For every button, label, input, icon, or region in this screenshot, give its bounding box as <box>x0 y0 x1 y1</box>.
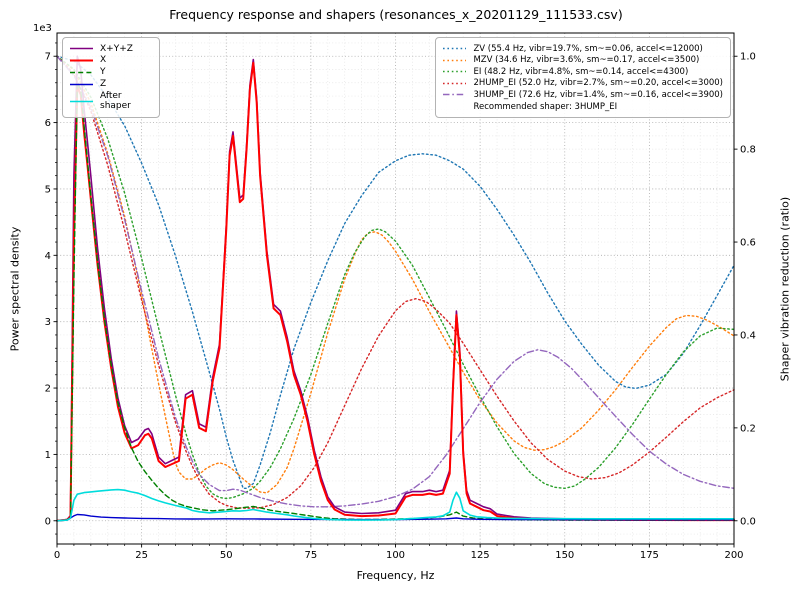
svg-text:2: 2 <box>45 384 51 395</box>
svg-text:0.6: 0.6 <box>740 238 756 249</box>
legend-psd: X+Y+Z X Y Z After shaper <box>62 37 160 119</box>
svg-text:0.0: 0.0 <box>740 516 756 527</box>
series-z <box>56 513 735 522</box>
svg-text:200: 200 <box>724 550 743 561</box>
svg-text:0.4: 0.4 <box>740 330 756 341</box>
series-3hump <box>56 55 735 508</box>
legend-item-label: MZV (34.6 Hz, vibr=3.6%, sm~=0.17, accel… <box>473 55 700 65</box>
y-left-offset-text: 1e3 <box>33 23 52 34</box>
legend-line-sample <box>70 100 93 103</box>
series-x <box>56 61 735 522</box>
series-ei <box>56 55 735 500</box>
legend-line-sample <box>70 47 93 50</box>
legend-item-label: X+Y+Z <box>100 43 133 54</box>
series-after <box>56 488 735 522</box>
legend-item: After shaper <box>69 91 152 112</box>
legend-line-sample <box>443 70 467 73</box>
svg-text:0: 0 <box>54 550 60 561</box>
y-axis-right-label: Shaper vibration reduction (ratio) <box>778 196 792 382</box>
series-y <box>56 82 735 522</box>
legend-item: Z <box>69 79 152 89</box>
svg-text:125: 125 <box>471 550 490 561</box>
legend-item-label: X <box>100 55 107 66</box>
svg-text:100: 100 <box>386 550 405 561</box>
legend-item-label: 2HUMP_EI (52.0 Hz, vibr=2.7%, sm~=0.20, … <box>473 78 723 88</box>
legend-line-sample <box>443 93 467 96</box>
legend-item: EI (48.2 Hz, vibr=4.8%, sm~=0.14, accel<… <box>442 67 723 77</box>
svg-text:0.8: 0.8 <box>740 145 756 156</box>
legend-line-sample <box>443 59 467 61</box>
svg-text:175: 175 <box>640 550 659 561</box>
series-zv <box>56 55 735 489</box>
svg-text:4: 4 <box>45 251 51 262</box>
legend-shapers: ZV (55.4 Hz, vibr=19.7%, sm~=0.06, accel… <box>435 37 731 118</box>
legend-item-label: Z <box>100 79 107 90</box>
series-2hump <box>56 55 735 509</box>
legend-recommendation: Recommended shaper: 3HUMP_EI <box>473 101 618 112</box>
legend-line-sample <box>70 71 93 74</box>
svg-text:75: 75 <box>305 550 318 561</box>
legend-item: 3HUMP_EI (72.6 Hz, vibr=1.4%, sm~=0.16, … <box>442 90 723 100</box>
svg-text:7: 7 <box>45 52 51 63</box>
x-axis-label: Frequency, Hz <box>356 569 435 582</box>
legend-item-label: After shaper <box>100 90 131 112</box>
legend-item-label: Y <box>100 67 106 78</box>
svg-text:50: 50 <box>220 550 233 561</box>
chart-title: Frequency response and shapers (resonanc… <box>169 7 623 22</box>
svg-text:1.0: 1.0 <box>740 52 756 63</box>
legend-item-label: EI (48.2 Hz, vibr=4.8%, sm~=0.14, accel<… <box>473 66 689 77</box>
legend-item-label: 3HUMP_EI (72.6 Hz, vibr=1.4%, sm~=0.16, … <box>473 89 723 100</box>
legend-item: X+Y+Z <box>69 44 152 54</box>
svg-text:0: 0 <box>45 516 51 527</box>
svg-text:3: 3 <box>45 317 51 328</box>
legend-item: 2HUMP_EI (52.0 Hz, vibr=2.7%, sm~=0.20, … <box>442 78 723 88</box>
legend-item: X <box>69 55 152 65</box>
legend-line-sample <box>443 82 467 84</box>
legend-item: Y <box>69 67 152 77</box>
legend-item: MZV (34.6 Hz, vibr=3.6%, sm~=0.17, accel… <box>442 55 723 65</box>
y-axis-left-label: Power spectral density <box>8 226 22 352</box>
svg-text:1: 1 <box>45 450 51 461</box>
svg-text:150: 150 <box>555 550 574 561</box>
legend-item-label: ZV (55.4 Hz, vibr=19.7%, sm~=0.06, accel… <box>473 43 703 54</box>
legend-item: ZV (55.4 Hz, vibr=19.7%, sm~=0.06, accel… <box>442 44 723 54</box>
legend-line-sample <box>70 59 93 62</box>
svg-text:25: 25 <box>135 550 148 561</box>
svg-text:6: 6 <box>45 118 51 129</box>
svg-text:5: 5 <box>45 184 51 195</box>
legend-line-sample <box>443 47 467 50</box>
legend-line-sample <box>70 83 93 85</box>
svg-text:0.2: 0.2 <box>740 423 756 434</box>
